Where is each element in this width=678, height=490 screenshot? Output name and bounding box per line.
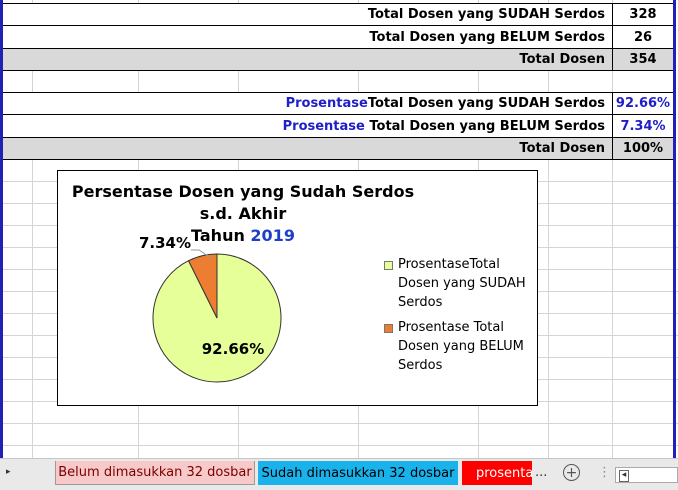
summary-row-total[interactable]: Total Dosen 354	[3, 49, 673, 71]
legend-text-line: ProsentaseTotal	[398, 257, 500, 272]
pie-chart[interactable]: Persentase Dosen yang Sudah Serdos s.d. …	[57, 170, 538, 406]
percent-label: Total Dosen	[519, 138, 609, 159]
summary-value: 328	[612, 4, 673, 25]
tab-label: Sudah dimasukkan 32 dosbar	[261, 465, 455, 481]
percent-row-belum[interactable]: Prosentase Total Dosen yang BELUM Serdos…	[3, 115, 673, 138]
add-sheet-button[interactable]: +	[563, 464, 580, 481]
percent-label: Prosentase Total Dosen yang BELUM Serdos	[283, 115, 609, 137]
summary-value: 354	[612, 49, 673, 70]
legend-text-line: Dosen yang SUDAH	[398, 276, 526, 291]
tab-nav-right-icon[interactable]: ▸	[6, 467, 11, 477]
tab-sudah-dimasukkan[interactable]: Sudah dimasukkan 32 dosbar	[258, 461, 458, 485]
percent-prefix: Prosentase	[282, 118, 370, 134]
pie-slice-belum[interactable]	[187, 253, 218, 319]
legend-swatch	[384, 261, 393, 270]
percent-label-text: Total Dosen	[519, 141, 605, 156]
legend-item-sudah: ProsentaseTotal Dosen yang SUDAH Serdos	[382, 255, 532, 312]
tab-prosentase[interactable]: prosentas	[462, 461, 532, 485]
left-border	[0, 0, 3, 458]
summary-row-belum[interactable]: Total Dosen yang BELUM Serdos 26	[3, 26, 673, 49]
data-label-sudah: 92.66%	[202, 340, 264, 358]
right-border	[673, 0, 676, 458]
sheet-tab-bar: ▸ Belum dimasukkan 32 dosbar Sudah dimas…	[0, 458, 678, 490]
tab-belum-dimasukkan[interactable]: Belum dimasukkan 32 dosbar	[55, 461, 255, 485]
legend-swatch	[384, 324, 393, 333]
percent-label: Prosentase Total Dosen yang SUDAH Serdos	[286, 93, 609, 114]
summary-value: 26	[612, 26, 673, 48]
chart-title-year: 2019	[250, 226, 295, 245]
spreadsheet-grid[interactable]: Total Dosen yang SUDAH Serdos 328 Total …	[0, 0, 678, 458]
column-gridline	[612, 0, 613, 458]
legend-text-line: Prosentase Total	[398, 320, 504, 335]
percent-value: 7.34%	[612, 115, 673, 137]
percent-label-text: Total Dosen yang BELUM Serdos	[369, 118, 605, 134]
splitter-icon[interactable]: ⋮	[598, 465, 611, 480]
percent-prefix: Prosentase	[285, 96, 368, 111]
column-gridline	[548, 0, 549, 458]
column-gridline	[32, 0, 33, 458]
percent-value: 92.66%	[612, 93, 673, 114]
legend-text-line: Serdos	[398, 295, 443, 310]
row-gridline	[0, 445, 678, 446]
summary-row-sudah[interactable]: Total Dosen yang SUDAH Serdos 328	[3, 3, 673, 26]
legend-item-belum: Prosentase Total Dosen yang BELUM Serdos	[382, 318, 532, 375]
data-label-belum: 7.34%	[139, 234, 191, 252]
more-tabs-icon[interactable]: ...	[535, 465, 548, 480]
chart-title: Persentase Dosen yang Sudah Serdos s.d. …	[58, 181, 428, 247]
tab-label: prosentas	[476, 465, 532, 481]
leader-line	[191, 249, 212, 259]
chart-title-line2: Tahun 2019	[58, 225, 428, 247]
percent-label-text: Total Dosen yang SUDAH Serdos	[367, 96, 605, 111]
percent-value: 100%	[612, 138, 673, 159]
summary-label: Total Dosen yang BELUM Serdos	[369, 29, 605, 45]
summary-label: Total Dosen	[519, 52, 605, 67]
chart-legend: ProsentaseTotal Dosen yang SUDAH Serdos …	[382, 255, 532, 381]
legend-text-line: Dosen yang BELUM	[398, 339, 524, 354]
scroll-left-icon[interactable]: ◂	[619, 470, 629, 482]
chart-title-line1: Persentase Dosen yang Sudah Serdos s.d. …	[71, 182, 415, 223]
chart-title-prefix: Tahun	[191, 226, 251, 245]
pie-plot-area: 92.66% 7.34%	[139, 234, 282, 383]
percent-row-sudah[interactable]: Prosentase Total Dosen yang SUDAH Serdos …	[3, 92, 673, 115]
horizontal-scrollbar[interactable]: ◂	[615, 467, 678, 483]
row-gridline	[0, 423, 678, 424]
percent-row-total[interactable]: Total Dosen 100%	[3, 138, 673, 160]
legend-text-line: Serdos	[398, 358, 443, 373]
tab-label: Belum dimasukkan 32 dosbar	[58, 465, 252, 480]
summary-label: Total Dosen yang SUDAH Serdos	[367, 7, 605, 22]
